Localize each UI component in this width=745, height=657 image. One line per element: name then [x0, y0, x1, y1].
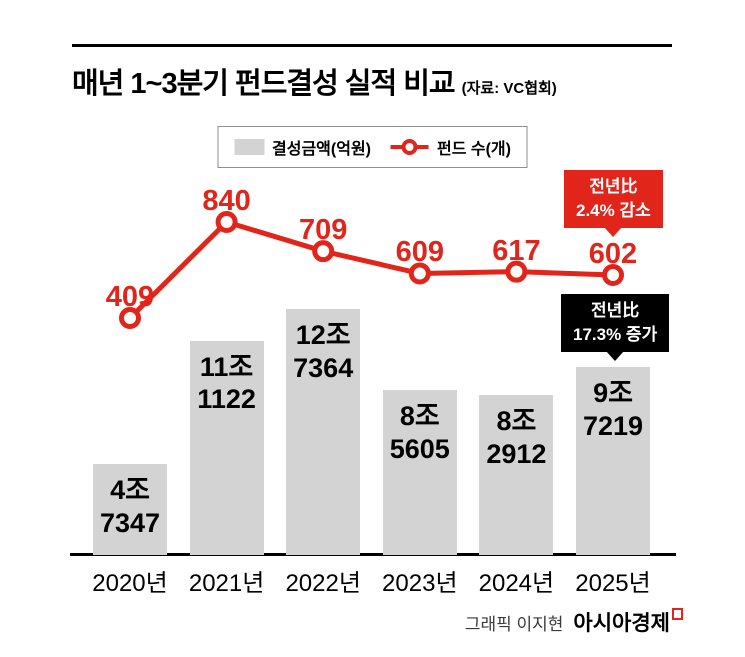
brand-name: 아시아경제 [573, 612, 670, 635]
x-axis-line [70, 553, 676, 556]
annotation-line: 17.3% 증가 [573, 324, 658, 344]
line-legend-label: 펀드 수(개) [437, 141, 511, 158]
x-axis-label-2022년: 2022년 [285, 570, 361, 597]
x-axis-label-2025년: 2025년 [575, 570, 651, 597]
annotation-line: 전년比 [589, 177, 638, 196]
bar-value-label-2025년: 9조 7219 [582, 378, 644, 442]
bar-swatch-icon [234, 139, 265, 155]
annotation-line: 전년比 [590, 301, 640, 320]
bar-2023년 [382, 389, 457, 555]
x-axis-label-2021년: 2021년 [188, 570, 265, 597]
line-marker-icon [402, 139, 418, 155]
bar-value-label-2023년: 8조 5605 [389, 400, 450, 464]
brand-mark-icon [672, 608, 683, 620]
fund-count-label-2023년: 609 [395, 236, 444, 269]
legend: 결성금액(억원) 펀드 수(개) [217, 126, 528, 168]
bar-2024년 [479, 394, 554, 555]
legend-item-line: 펀드 수(개) [391, 135, 511, 159]
bar-2022년 [286, 309, 361, 555]
bar-2020년 [93, 463, 167, 555]
fund-count-label-2022년: 709 [298, 214, 348, 247]
fund-count-label-2021년: 840 [202, 184, 251, 217]
x-axis-label-2024년: 2024년 [478, 570, 555, 597]
x-axis-label-2023년: 2023년 [382, 570, 458, 597]
bar-value-label-2021년: 11조 1122 [197, 351, 256, 415]
annotation-fund-count-change: 전년比 2.4% 감소 [564, 170, 663, 228]
bar-value-label-2020년: 4조 7347 [99, 474, 161, 538]
fund-count-label-2024년: 617 [492, 234, 541, 267]
title-row: 매년 1~3분기 펀드결성 실적 비교 (자료: VC협회) [72, 60, 557, 102]
footer: 그래픽 이지현 아시아경제 [465, 607, 683, 637]
data-source: (자료: VC협회) [461, 80, 557, 97]
annotation-line: 2.4% 감소 [576, 200, 651, 220]
bar-2025년 [576, 367, 650, 555]
brand-logo: 아시아경제 [573, 607, 683, 637]
fund-count-label-2025년: 602 [588, 238, 638, 270]
bar-value-label-2024년: 8조 2912 [486, 405, 547, 469]
line-swatch-icon [391, 139, 429, 156]
bar-value-label-2022년: 12조 7364 [293, 320, 354, 384]
legend-item-bar: 결성금액(억원) [234, 135, 371, 159]
chart-title: 매년 1~3분기 펀드결성 실적 비교 [72, 68, 456, 100]
fund-count-label-2020년: 409 [105, 281, 155, 313]
annotation-amount-change: 전년比 17.3% 증가 [561, 294, 670, 352]
bar-legend-label: 결성금액(억원) [272, 141, 371, 158]
bar-2021년 [189, 340, 264, 555]
graphic-credit: 그래픽 이지현 [464, 615, 564, 634]
x-axis-label-2020년: 2020년 [92, 570, 168, 597]
top-rule [72, 44, 672, 47]
